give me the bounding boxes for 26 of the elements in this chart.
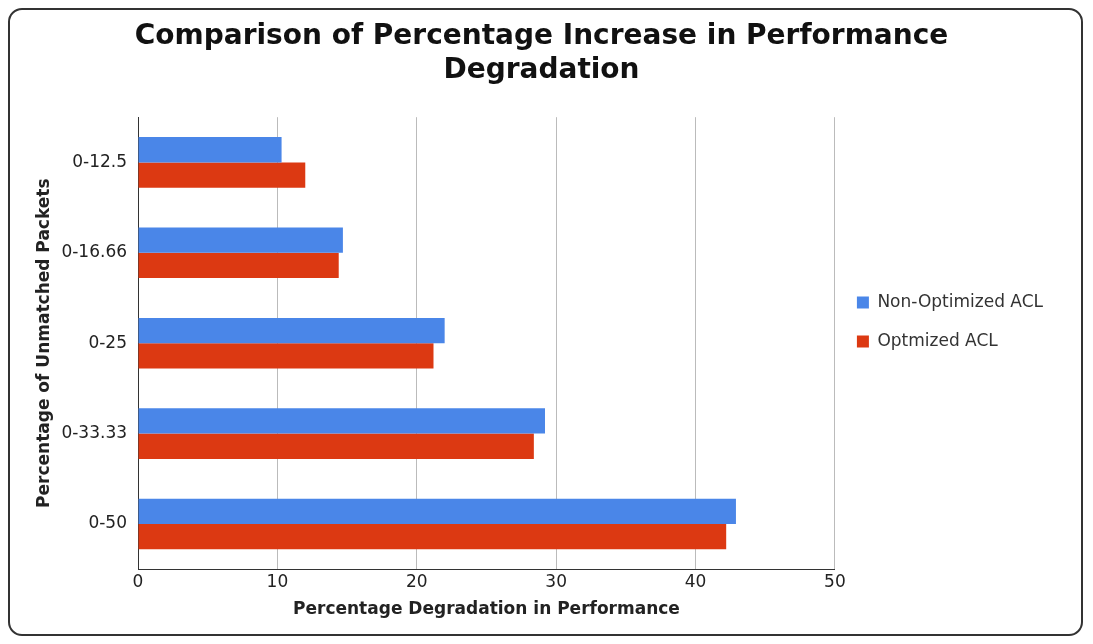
bar [138,524,727,550]
x-tick-label: 20 [405,570,428,591]
x-tick-label: 30 [545,570,567,591]
bar [138,408,545,434]
y-tick-label: 0-25 [88,331,128,352]
bar [138,343,434,369]
x-axis-title: Percentage Degradation in Performance [293,598,680,619]
y-tick-label: 0-16.66 [61,241,128,262]
x-tick-label: 0 [132,570,144,591]
x-tick-label: 50 [824,570,846,591]
bar [138,162,306,188]
y-tick-label: 0-50 [88,512,128,533]
bar [138,317,445,344]
y-axis-title: Percentage of Unmatched Packets [32,178,53,508]
bar [138,498,736,524]
chart-title: Comparison of Percentage Increase in Performance Degradation [134,18,949,85]
bar [138,227,343,253]
legend-label: Optmized ACL [877,329,999,350]
bar [138,433,534,459]
y-tick-label: 0-33.33 [61,422,128,443]
x-tick-label: 40 [684,570,707,591]
bar [138,137,282,163]
x-tick-label: 10 [266,570,289,591]
y-tick-label: 0-12.5 [72,150,128,171]
legend-label: Non-Optimized ACL [877,290,1044,311]
bar [138,252,339,279]
